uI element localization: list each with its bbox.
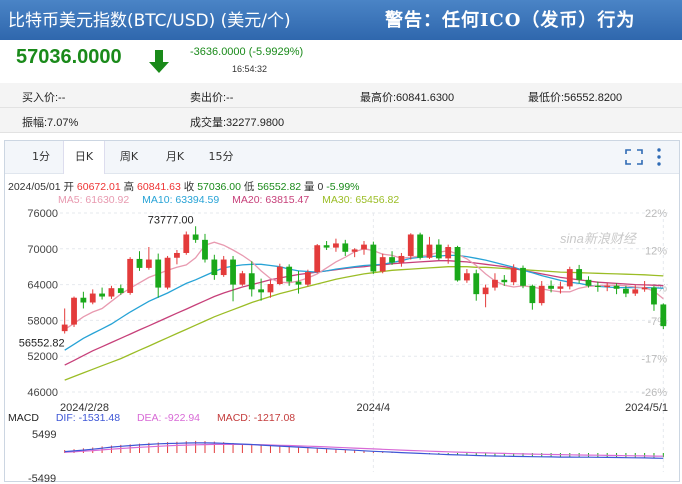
- macd-name: MACD: [8, 412, 39, 424]
- tab-1min[interactable]: 1分: [32, 150, 50, 163]
- ask-price: 卖出价:--: [190, 92, 234, 104]
- ma5-legend: MA5: 61630.92: [58, 194, 130, 206]
- vol-value: 0: [317, 181, 324, 193]
- vol-label: 量: [304, 181, 315, 193]
- quote-time: 16:54:32: [232, 64, 268, 74]
- header-bar: 比特币美元指数(BTC/USD) (美元/个) 警告：任何ICO（发币）行为: [0, 0, 682, 40]
- ohlc-readout: 2024/05/01 开 60672.01 高 60841.63 收 57036…: [8, 179, 360, 194]
- price-change: -3636.0000 (-5.9929%): [190, 46, 304, 58]
- open-value: 60672.01: [76, 181, 121, 193]
- tab-monthly[interactable]: 月K: [165, 150, 185, 163]
- stats-row-2: 振幅:7.07% 成交量:32277.9800: [0, 108, 682, 133]
- warning-banner: 警告：任何ICO（发币）行为: [385, 10, 636, 31]
- open-label: 开: [63, 181, 74, 193]
- high-price: 最高价:60841.6300: [360, 92, 455, 104]
- dif-legend: DIF: -1531.48: [55, 412, 121, 424]
- low-label: 低: [243, 181, 255, 193]
- volume: 成交量:32277.9800: [190, 117, 285, 129]
- ma20-legend: MA20: 63815.47: [232, 194, 310, 206]
- close-label: 收: [183, 181, 195, 193]
- fullscreen-icon[interactable]: [625, 149, 643, 165]
- amplitude: 振幅:7.07%: [22, 117, 79, 129]
- pct-value: -5.99%: [326, 181, 360, 193]
- ma-legend: MA5: 61630.92 MA10: 63394.59 MA20: 63815…: [58, 194, 409, 206]
- low-value: 56552.82: [257, 181, 302, 193]
- tab-daily[interactable]: 日K: [63, 141, 105, 174]
- dea-legend: DEA: -922.94: [136, 412, 201, 424]
- ma30-legend: MA30: 65456.82: [322, 194, 400, 206]
- period-tabs: 1分 日K 周K 月K 15分: [5, 141, 679, 174]
- ohlc-date: 2024/05/01: [8, 181, 61, 193]
- macd-value-legend: MACD: -1217.08: [216, 412, 296, 424]
- more-icon[interactable]: [655, 147, 663, 167]
- low-price: 最低价:56552.8200: [528, 92, 623, 104]
- tab-weekly[interactable]: 周K: [119, 150, 139, 163]
- stats-row-1: 买入价:-- 卖出价:-- 最高价:60841.6300 最低价:56552.8…: [0, 83, 682, 108]
- ma10-legend: MA10: 63394.59: [142, 194, 220, 206]
- macd-legend: MACD DIF: -1531.48 DEA: -922.94 MACD: -1…: [8, 412, 309, 424]
- high-label: 高: [123, 181, 135, 193]
- tab-15min[interactable]: 15分: [208, 150, 234, 163]
- bid-price: 买入价:--: [22, 92, 66, 104]
- page-title: 比特币美元指数(BTC/USD) (美元/个): [8, 11, 291, 31]
- last-price: 57036.0000: [16, 46, 122, 68]
- close-value: 57036.00: [197, 181, 241, 193]
- high-value: 60841.63: [137, 181, 181, 193]
- down-arrow-icon: [149, 50, 169, 73]
